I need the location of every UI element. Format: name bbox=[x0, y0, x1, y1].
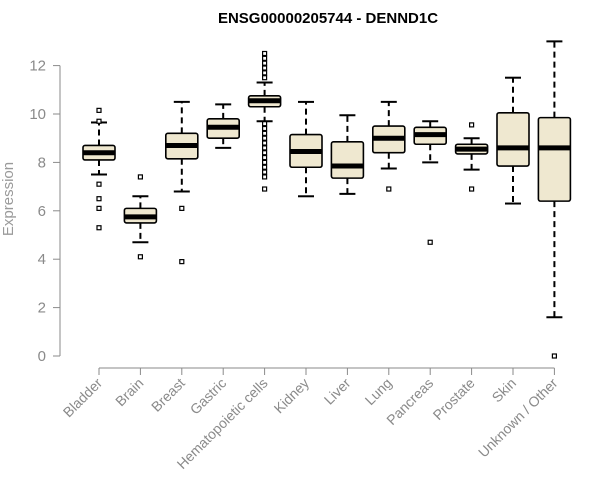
y-tick-label: 12 bbox=[29, 58, 46, 75]
chart-title: ENSG00000205744 - DENND1C bbox=[218, 10, 438, 27]
x-tick-label: Lung bbox=[362, 375, 395, 408]
outlier-point bbox=[96, 181, 102, 187]
x-tick-label: Prostate bbox=[430, 375, 478, 423]
x-tick-label: Unknown / Other bbox=[475, 375, 561, 461]
box-skin bbox=[496, 76, 530, 205]
outlier-point bbox=[262, 154, 268, 161]
y-axis: 0 2 4 6 8 10 12 bbox=[29, 58, 61, 365]
outlier-point bbox=[262, 145, 268, 151]
outlier-point bbox=[262, 121, 268, 127]
outlier-point bbox=[262, 55, 268, 61]
outlier-point bbox=[96, 196, 102, 202]
outlier-point bbox=[551, 353, 558, 359]
y-tick-label: 8 bbox=[38, 154, 46, 171]
box-unknown-other bbox=[537, 40, 572, 359]
outlier-point bbox=[427, 239, 433, 245]
box-gastric bbox=[206, 103, 240, 149]
outlier-point bbox=[469, 122, 475, 128]
outlier-point bbox=[262, 130, 268, 136]
outlier-point bbox=[262, 140, 268, 146]
outlier-point bbox=[469, 186, 475, 192]
outlier-point bbox=[179, 259, 185, 265]
outlier-point bbox=[96, 107, 102, 113]
y-tick-label: 10 bbox=[29, 106, 46, 123]
box-lung bbox=[371, 100, 406, 192]
outlier-point bbox=[386, 186, 392, 192]
outlier-point bbox=[179, 205, 185, 211]
iqr-box bbox=[537, 116, 572, 202]
box-breast bbox=[165, 100, 199, 265]
outlier-point bbox=[262, 135, 268, 141]
x-tick-label: Brain bbox=[112, 375, 146, 409]
outlier-point bbox=[137, 254, 143, 260]
outlier-point bbox=[262, 164, 268, 170]
box-bladder bbox=[82, 107, 116, 231]
x-tick-label: Kidney bbox=[271, 375, 313, 417]
outlier-point bbox=[262, 125, 268, 132]
y-tick-label: 4 bbox=[38, 251, 46, 268]
iqr-box bbox=[330, 141, 365, 179]
outlier-point bbox=[262, 159, 268, 165]
y-tick-label: 6 bbox=[38, 203, 46, 220]
x-tick-label: Breast bbox=[148, 375, 188, 415]
outlier-point bbox=[96, 225, 102, 231]
outlier-point bbox=[262, 70, 268, 76]
outlier-point bbox=[262, 50, 268, 57]
outlier-point bbox=[262, 186, 268, 192]
y-tick-label: 2 bbox=[38, 300, 46, 317]
box-prostate bbox=[454, 122, 489, 192]
outlier-point bbox=[96, 205, 102, 211]
outlier-point bbox=[262, 65, 268, 71]
outlier-point bbox=[262, 60, 268, 66]
y-axis-label: Expression bbox=[0, 162, 17, 236]
box-liver bbox=[330, 114, 365, 195]
x-tick-label: Skin bbox=[489, 375, 520, 406]
outlier-point bbox=[262, 169, 268, 175]
y-tick-label: 0 bbox=[38, 348, 46, 365]
outlier-point bbox=[262, 174, 268, 180]
outlier-point bbox=[262, 150, 268, 156]
outlier-point bbox=[96, 118, 102, 124]
box-brain bbox=[123, 174, 158, 260]
box-kidney bbox=[289, 100, 323, 198]
boxes-layer bbox=[82, 40, 572, 359]
iqr-box bbox=[496, 111, 530, 167]
box-pancreas bbox=[413, 120, 448, 245]
outlier-point bbox=[137, 174, 143, 180]
box-hematopoietic-cells bbox=[247, 50, 282, 192]
outlier-point bbox=[262, 75, 268, 81]
x-tick-label: Liver bbox=[321, 375, 354, 408]
x-tick-label: Bladder bbox=[60, 375, 106, 421]
